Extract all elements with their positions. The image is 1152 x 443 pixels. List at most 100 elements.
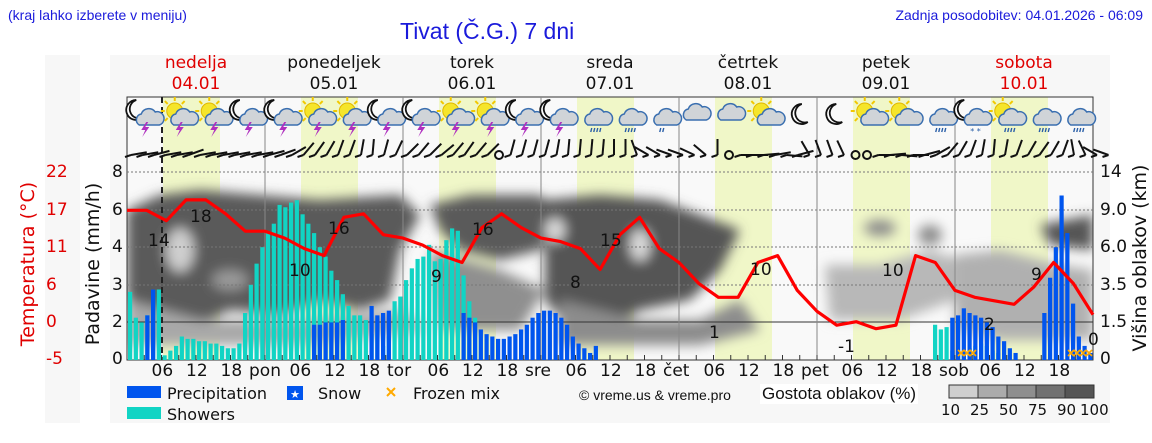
x-tick-label: 06 xyxy=(565,361,588,381)
svg-text:8: 8 xyxy=(570,273,581,293)
x-tick-label: 12 xyxy=(324,361,346,381)
cloud-density-legend xyxy=(948,384,1095,399)
x-tick-label: 06 xyxy=(427,361,450,381)
sun-cloud-thunder-icon xyxy=(195,97,234,137)
moon-icon xyxy=(825,103,843,125)
x-tick-label: 06 xyxy=(841,361,864,381)
cloud-icon xyxy=(717,103,747,121)
legend-precipitation: Precipitation xyxy=(167,384,268,403)
svg-text:1: 1 xyxy=(709,323,720,343)
moon-cloud-thunder-icon xyxy=(504,99,545,137)
svg-text:16: 16 xyxy=(472,220,494,240)
copyright-link[interactable]: © vreme.us & vreme.pro xyxy=(579,387,731,403)
day-label: ponedeljek 05.01 xyxy=(287,53,381,94)
day-label: petek 09.01 xyxy=(861,53,911,94)
x-tick-label: 18 xyxy=(772,361,795,381)
x-tick-label: 06 xyxy=(703,361,726,381)
svg-text:15: 15 xyxy=(600,231,622,251)
cloud-icon xyxy=(682,103,712,121)
svg-text:14: 14 xyxy=(148,231,170,251)
location-hint[interactable]: (kraj lahko izberete v meniju) xyxy=(8,7,187,23)
showers-swatch xyxy=(127,407,161,419)
sun-cloud-thunder-icon xyxy=(333,97,372,137)
x-tick-label: 18 xyxy=(910,361,933,381)
svg-text:10: 10 xyxy=(289,261,311,281)
day-label: nedelja 04.01 xyxy=(164,53,228,94)
x-tick-label: 18 xyxy=(220,361,243,381)
day-label: torek 06.01 xyxy=(447,53,497,94)
legend-frozen-mix: Frozen mix xyxy=(413,384,501,403)
sun-cloud-thunder-icon xyxy=(471,97,510,137)
page-title: Tivat (Č.G.) 7 dni xyxy=(400,18,575,44)
x-tick-label: 12 xyxy=(600,361,622,381)
day-label: sreda 07.01 xyxy=(585,53,635,94)
frozen-mix-markers xyxy=(957,349,1093,357)
x-axis-ticks xyxy=(126,355,1094,360)
svg-text:9: 9 xyxy=(431,267,442,287)
legend-showers: Showers xyxy=(167,405,235,424)
day-label: četrtek 08.01 xyxy=(717,53,779,94)
precipitation-swatch xyxy=(127,386,161,398)
x-tick-label: 18 xyxy=(1048,361,1071,381)
moon-cloud-thunder-icon xyxy=(539,99,579,137)
svg-text:10: 10 xyxy=(882,261,904,281)
cloud-rain-icon xyxy=(618,108,648,133)
temperature-labels: 14 18 10 16 9 16 8 15 1 10 -1 10 2 9 0 xyxy=(148,207,1099,357)
precipitation-axis-label: Padavine (mm/h) xyxy=(82,182,104,346)
sun-cloud-thunder-icon xyxy=(298,97,338,137)
moon-cloud-thunder-icon xyxy=(263,99,303,137)
x-tick-label: 12 xyxy=(876,361,898,381)
moon-icon xyxy=(790,103,809,125)
svg-text:10: 10 xyxy=(750,260,772,280)
cloud-rain-icon xyxy=(929,108,959,133)
x-tick-label: čet xyxy=(663,361,690,381)
legend-snow: Snow xyxy=(318,384,362,403)
last-update: Zadnja posodobitev: 04.01.2026 - 06:09 xyxy=(895,7,1143,23)
svg-text:9: 9 xyxy=(1031,265,1042,285)
sun-cloud-rain-icon xyxy=(988,97,1028,133)
cloud-sleet-icon xyxy=(1067,108,1097,133)
moon-cloud-thunder-icon xyxy=(366,99,407,137)
svg-text:0: 0 xyxy=(1088,330,1099,350)
x-tick-label: 12 xyxy=(738,361,760,381)
x-tick-label: 06 xyxy=(151,361,174,381)
wind-barbs xyxy=(124,138,1109,160)
moon-cloud-thunder-icon xyxy=(228,99,269,137)
sun-cloud-thunder-icon xyxy=(436,97,476,137)
temperature-line xyxy=(127,198,1095,331)
snow-swatch xyxy=(287,386,303,400)
frozen-mix-icon xyxy=(386,387,396,397)
svg-text:* *: * * xyxy=(970,127,981,136)
x-tick-label: 18 xyxy=(358,361,381,381)
cloud-height-axis-label: Višina oblakov (km) xyxy=(1129,164,1151,352)
cloud-density-label: Gostota oblakov (%) xyxy=(760,384,919,404)
x-tick-label: tor xyxy=(387,361,412,381)
moon-cloud-thunder-icon xyxy=(125,99,165,137)
temperature-axis-label: Temperatura (°C) xyxy=(17,181,39,347)
x-tick-label: pon xyxy=(249,361,281,381)
svg-text:16: 16 xyxy=(328,219,350,239)
x-tick-label: sre xyxy=(525,361,551,381)
cloud-rain-icon xyxy=(584,108,614,133)
x-tick-label: pet xyxy=(801,361,829,381)
sun-cloud-icon xyxy=(850,97,890,126)
svg-text:-1: -1 xyxy=(838,337,855,357)
x-tick-label: 06 xyxy=(979,361,1002,381)
x-tick-label: 18 xyxy=(634,361,657,381)
sun-cloud-icon xyxy=(885,97,924,126)
x-tick-label: sob xyxy=(939,361,970,381)
moon-cloud-snow-icon: * * xyxy=(953,99,993,136)
x-tick-label: 06 xyxy=(289,361,312,381)
day-label: sobota 10.01 xyxy=(995,53,1053,94)
moon-cloud-thunder-icon xyxy=(401,99,441,137)
svg-text:18: 18 xyxy=(190,207,212,227)
sun-cloud-thunder-icon xyxy=(160,97,200,137)
precipitation-bars xyxy=(128,195,1093,360)
cloud-rain-icon xyxy=(1032,108,1062,133)
x-tick-label: 12 xyxy=(462,361,484,381)
sun-cloud-icon xyxy=(747,97,786,126)
x-tick-label: 18 xyxy=(496,361,519,381)
weather-icons: * * xyxy=(125,97,1097,137)
cloud-light-rain-icon xyxy=(653,108,683,133)
